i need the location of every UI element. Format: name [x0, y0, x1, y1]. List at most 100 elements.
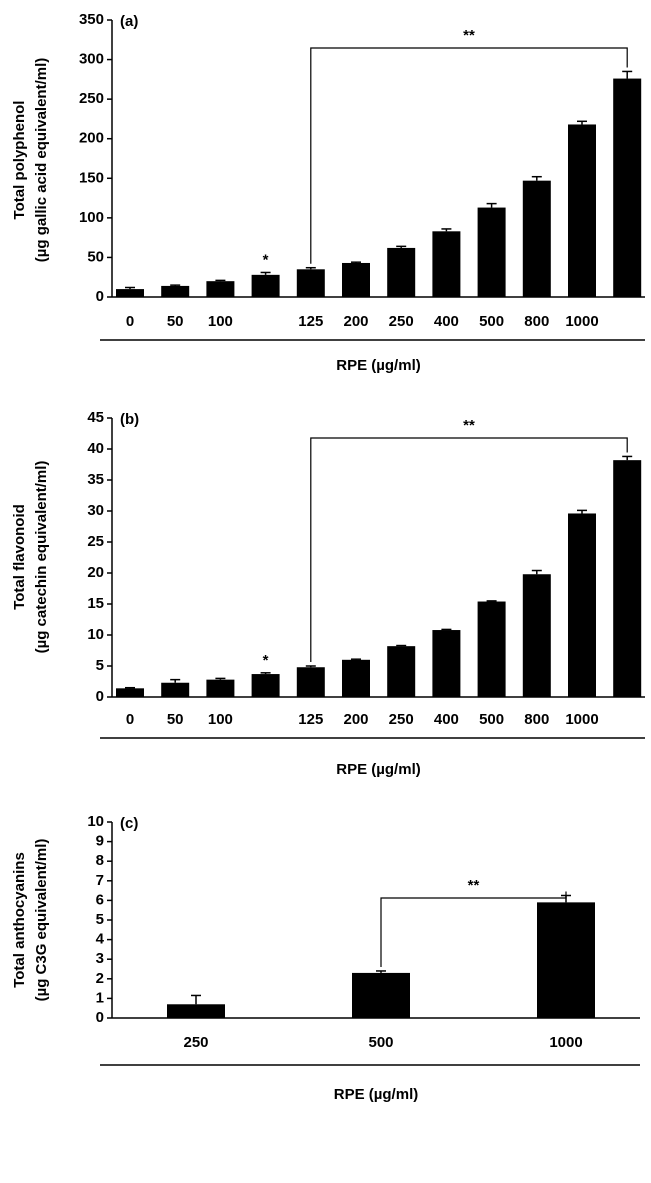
y-axis-title: Total polyphenol [11, 101, 28, 220]
bar [296, 269, 325, 297]
y-tick-label: 350 [79, 11, 104, 28]
bar [568, 513, 596, 697]
y-tick-label: 7 [96, 872, 104, 889]
x-tick-label: 100 [208, 313, 233, 330]
x-axis-title: RPE (µg/ml) [334, 1086, 418, 1103]
x-tick-label: 500 [479, 711, 504, 728]
x-tick-label: 1000 [565, 313, 598, 330]
y-axis-title: (µg gallic acid equivalent/ml) [33, 58, 50, 263]
bar [251, 674, 280, 697]
bar [206, 281, 235, 297]
y-tick-label: 45 [87, 409, 104, 426]
y-tick-label: 30 [87, 502, 104, 519]
y-tick-label: 4 [96, 931, 105, 948]
bar [167, 1004, 225, 1018]
bar [477, 207, 506, 297]
bar [613, 78, 642, 298]
panel-label: (a) [120, 13, 138, 30]
x-tick-label: 250 [389, 711, 414, 728]
x-axis-title: RPE (µg/ml) [336, 357, 420, 374]
x-tick-label: 0 [126, 313, 134, 330]
y-tick-label: 0 [96, 1009, 104, 1026]
x-tick-label: 400 [434, 711, 459, 728]
bar [432, 231, 461, 297]
y-tick-label: 0 [96, 288, 104, 305]
bar [352, 972, 410, 1018]
x-tick-label: 200 [343, 711, 368, 728]
significance-bracket [380, 891, 567, 967]
annotation: * [263, 652, 269, 669]
bar [206, 679, 235, 697]
x-tick-label: 250 [389, 313, 414, 330]
y-tick-label: 200 [79, 130, 104, 147]
annotation: ** [468, 877, 480, 894]
significance-bracket [310, 437, 628, 662]
y-tick-label: 15 [87, 595, 104, 612]
y-tick-label: 35 [87, 471, 104, 488]
bar [342, 659, 370, 697]
y-tick-label: 3 [96, 950, 104, 967]
x-tick-label: 400 [434, 313, 459, 330]
y-tick-label: 1 [96, 989, 104, 1006]
bar [522, 180, 551, 297]
y-tick-label: 20 [87, 564, 104, 581]
x-tick-label: 500 [368, 1034, 393, 1051]
annotation: * [263, 251, 269, 268]
bar [116, 688, 144, 697]
panel-label: (b) [120, 411, 139, 428]
y-tick-label: 25 [87, 533, 104, 550]
x-tick-label: 200 [343, 313, 368, 330]
annotation: ** [463, 27, 475, 44]
bar [432, 630, 461, 697]
y-tick-label: 5 [96, 911, 104, 928]
x-tick-label: 125 [298, 313, 323, 330]
bar [251, 274, 280, 297]
bar [161, 285, 190, 297]
y-tick-label: 300 [79, 51, 104, 68]
bar [477, 601, 506, 697]
y-tick-label: 100 [79, 209, 104, 226]
y-tick-label: 9 [96, 833, 104, 850]
y-tick-label: 250 [79, 90, 104, 107]
y-tick-label: 5 [96, 657, 104, 674]
significance-bracket [310, 47, 628, 264]
bar [537, 902, 595, 1018]
y-tick-label: 10 [87, 813, 104, 830]
y-axis-title: (µg C3G equivalent/ml) [33, 839, 50, 1002]
y-tick-label: 2 [96, 970, 104, 987]
bar [116, 289, 144, 297]
bar [387, 646, 416, 697]
bar [522, 574, 551, 697]
annotation: ** [463, 417, 475, 434]
x-tick-label: 800 [524, 711, 549, 728]
x-tick-label: 1000 [565, 711, 598, 728]
y-axis-title: Total anthocyanins [11, 852, 28, 988]
bar [296, 667, 325, 697]
x-tick-label: 800 [524, 313, 549, 330]
x-axis-title: RPE (µg/ml) [336, 761, 420, 778]
y-tick-label: 8 [96, 852, 104, 869]
x-tick-label: 50 [167, 313, 184, 330]
y-axis-title: Total flavonoid [11, 504, 28, 610]
x-tick-label: 500 [479, 313, 504, 330]
x-tick-label: 0 [126, 711, 134, 728]
y-axis-title: (µg catechin equivalent/ml) [33, 461, 50, 654]
x-tick-label: 1000 [549, 1034, 582, 1051]
x-tick-label: 50 [167, 711, 184, 728]
y-tick-label: 6 [96, 891, 104, 908]
bar [342, 262, 370, 297]
y-tick-label: 150 [79, 169, 104, 186]
y-tick-label: 10 [87, 626, 104, 643]
bar [387, 247, 416, 297]
x-tick-label: 100 [208, 711, 233, 728]
bar [568, 124, 596, 298]
y-tick-label: 50 [87, 248, 104, 265]
bar [613, 460, 642, 697]
y-tick-label: 0 [96, 688, 104, 705]
y-tick-label: 40 [87, 440, 104, 457]
bar [161, 682, 190, 697]
x-tick-label: 250 [183, 1034, 208, 1051]
x-tick-label: 125 [298, 711, 323, 728]
panel-label: (c) [120, 815, 138, 832]
